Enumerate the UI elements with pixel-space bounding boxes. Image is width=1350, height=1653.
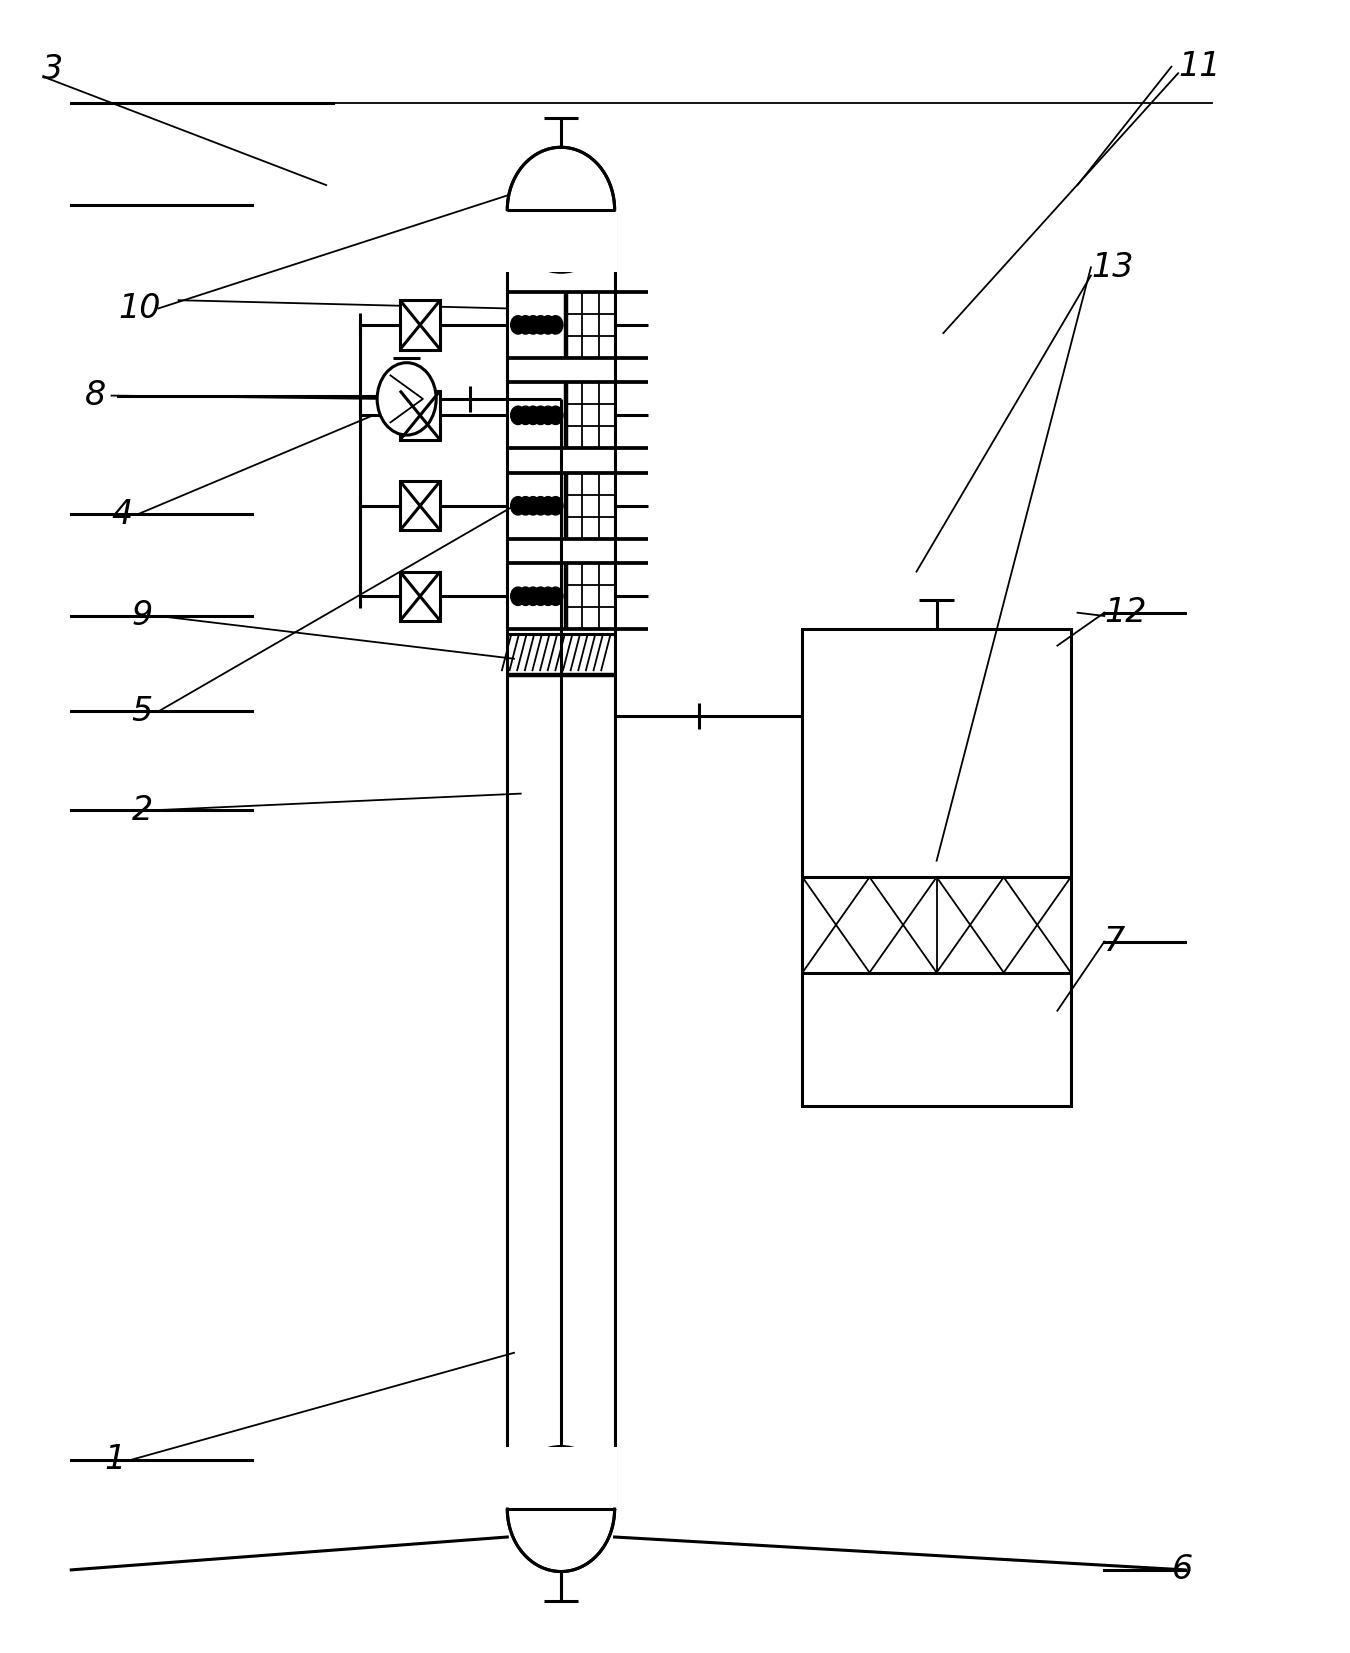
Circle shape [525,496,541,516]
Bar [505,210,617,273]
Circle shape [525,587,541,607]
Circle shape [510,405,526,425]
Circle shape [548,405,564,425]
Text: 13: 13 [1091,251,1134,284]
Text: 2: 2 [131,793,153,826]
Circle shape [548,496,564,516]
Bar [802,630,1071,1106]
Circle shape [377,362,436,435]
Circle shape [510,316,526,336]
Ellipse shape [508,147,614,273]
Text: 1: 1 [105,1443,126,1476]
Circle shape [532,587,548,607]
Text: 8: 8 [85,379,105,412]
Circle shape [510,496,526,516]
Circle shape [532,316,548,336]
Circle shape [540,587,556,607]
Circle shape [540,316,556,336]
Circle shape [540,496,556,516]
Circle shape [532,496,548,516]
Bar [400,572,440,622]
Circle shape [510,587,526,607]
Text: 9: 9 [131,600,153,633]
Bar [400,301,440,349]
Text: 10: 10 [119,293,161,326]
Text: 6: 6 [1172,1554,1192,1587]
Bar [400,481,440,531]
Bar [400,390,440,440]
Text: 12: 12 [1104,597,1148,630]
Circle shape [548,587,564,607]
Ellipse shape [508,1446,614,1572]
Bar [505,1446,617,1509]
Circle shape [525,405,541,425]
Text: 3: 3 [42,53,63,86]
Text: 7: 7 [1104,926,1126,959]
Text: 11: 11 [1179,50,1220,83]
Circle shape [540,405,556,425]
Circle shape [532,405,548,425]
Text: 5: 5 [131,694,153,727]
Circle shape [525,316,541,336]
Circle shape [517,587,533,607]
Circle shape [517,405,533,425]
Text: 4: 4 [112,498,132,531]
Circle shape [548,316,564,336]
Circle shape [517,316,533,336]
Circle shape [517,496,533,516]
